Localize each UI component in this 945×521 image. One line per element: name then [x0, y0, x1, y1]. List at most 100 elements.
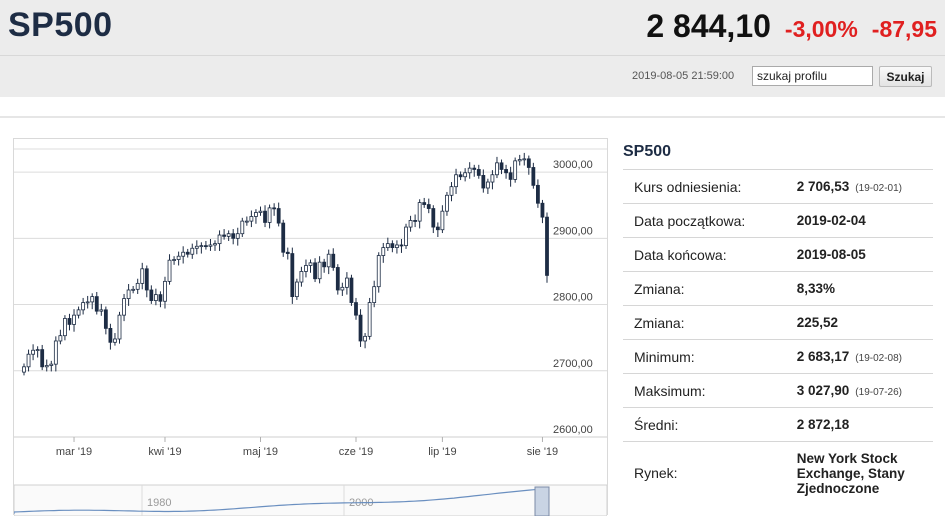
candle-down: [499, 162, 504, 170]
x-tick-label: cze '19: [339, 446, 374, 458]
x-tick-label: lip '19: [428, 446, 456, 458]
candle-up: [194, 245, 199, 249]
candle-down: [204, 245, 208, 248]
stats-row: Zmiana: 225,52: [623, 305, 933, 340]
candle-up: [53, 340, 58, 365]
navigator-strip: [13, 484, 608, 517]
candle-down: [358, 314, 363, 342]
stats-label: Data końcowa:: [623, 237, 797, 272]
stats-table: Kurs odniesienia: 2 706,53 (19-02-01) Data …: [623, 169, 933, 504]
candle-up: [454, 174, 458, 188]
search-button[interactable]: Szukaj: [879, 66, 932, 87]
candle-down: [94, 296, 99, 312]
candle-up: [363, 335, 367, 342]
candle-down: [531, 167, 536, 186]
stats-row: Data początkowa: 2019-02-04: [623, 203, 933, 238]
candle-up: [85, 301, 90, 304]
candle-down: [504, 169, 508, 174]
stats-value: 2019-08-05: [796, 247, 866, 262]
candle-down: [290, 253, 295, 298]
candlestick-chart[interactable]: 2600,00 2700,00 2800,00 2900,00 3000,00 mar '…: [13, 139, 608, 517]
candle-up: [117, 314, 122, 340]
quote-timestamp: 2019-08-05 21:59:00: [632, 70, 735, 82]
stats-label: Kurs odniesienia:: [623, 169, 797, 204]
candle-down: [422, 202, 427, 205]
candle-down: [545, 216, 549, 276]
candle-up: [299, 271, 304, 283]
candle-down: [481, 175, 486, 189]
candle-up: [376, 255, 381, 288]
stats-value-cell: 2 706,53 (19-02-01): [796, 169, 933, 204]
ticker-symbol: SP500: [8, 6, 113, 44]
change-percent: -3,00%: [784, 16, 858, 42]
candle-up: [340, 286, 345, 291]
x-tick-label: mar '19: [56, 446, 92, 458]
candle-up: [372, 286, 377, 303]
candle-up: [213, 243, 217, 246]
candle-up: [181, 251, 186, 257]
candle-up: [240, 220, 245, 235]
y-tick-label: 2800,00: [553, 292, 593, 304]
candle-up: [167, 259, 172, 282]
candle-up: [208, 244, 213, 247]
candle-down: [149, 289, 154, 301]
candle-down: [158, 294, 163, 302]
stats-date: (19-02-01): [855, 183, 902, 194]
stats-row: Kurs odniesienia: 2 706,53 (19-02-01): [623, 169, 933, 204]
candle-up: [22, 366, 26, 373]
candle-up: [513, 160, 518, 180]
candle-down: [281, 222, 286, 253]
candle-down: [472, 167, 477, 170]
stats-value: 2 872,18: [796, 417, 850, 432]
stats-row: Data końcowa: 2019-08-05: [623, 237, 933, 272]
candle-up: [258, 210, 263, 213]
candle-up: [140, 268, 145, 284]
x-tick-label: kwi '19: [148, 446, 181, 458]
candle-down: [108, 327, 113, 343]
candle-up: [99, 309, 104, 312]
candle-down: [349, 277, 354, 303]
candle-down: [40, 349, 45, 368]
candle-down: [476, 169, 481, 176]
stats-label: Średni:: [623, 407, 797, 442]
candle-down: [185, 251, 190, 255]
candle-up: [326, 253, 331, 268]
candle-up: [35, 349, 40, 351]
candle-down: [222, 234, 227, 237]
stats-value: New York Stock Exchange, Stany Zjednoczo…: [796, 450, 905, 496]
candle-up: [467, 167, 472, 174]
candle-up: [90, 296, 95, 303]
stats-row: Rynek: New York Stock Exchange, Stany Zje…: [623, 441, 933, 504]
price-block: 2 844,10 -3,00% -87,95: [646, 8, 945, 45]
candle-up: [317, 261, 322, 280]
candle-up: [63, 318, 67, 337]
stats-row: Średni: 2 872,18: [623, 407, 933, 442]
stats-value-cell: 2019-02-04: [796, 203, 933, 238]
candle-down: [431, 208, 436, 228]
stats-row: Maksimum: 3 027,90 (19-07-26): [623, 373, 933, 408]
candle-down: [399, 244, 404, 247]
candle-up: [135, 282, 140, 290]
profile-search-input[interactable]: [752, 66, 873, 86]
candle-up: [381, 247, 386, 256]
candle-up: [249, 216, 254, 222]
candle-down: [276, 208, 281, 224]
candle-down: [322, 261, 327, 268]
last-price: 2 844,10: [646, 8, 771, 44]
stats-value: 8,33%: [796, 281, 836, 296]
candle-down: [426, 204, 431, 209]
x-tick-label: sie '19: [527, 446, 558, 458]
candle-up: [163, 280, 167, 302]
candle-down: [67, 318, 72, 325]
candle-up: [463, 172, 468, 178]
candle-up: [408, 220, 413, 228]
y-tick-label: 2700,00: [553, 358, 593, 370]
candle-up: [44, 365, 49, 368]
candle-up: [440, 210, 445, 231]
candle-down: [526, 158, 531, 168]
candle-up: [254, 212, 258, 217]
stats-label: Maksimum:: [623, 373, 797, 408]
stats-value-cell: New York Stock Exchange, Stany Zjednoczo…: [796, 441, 933, 504]
candle-up: [153, 294, 158, 301]
candle-up: [485, 181, 490, 189]
